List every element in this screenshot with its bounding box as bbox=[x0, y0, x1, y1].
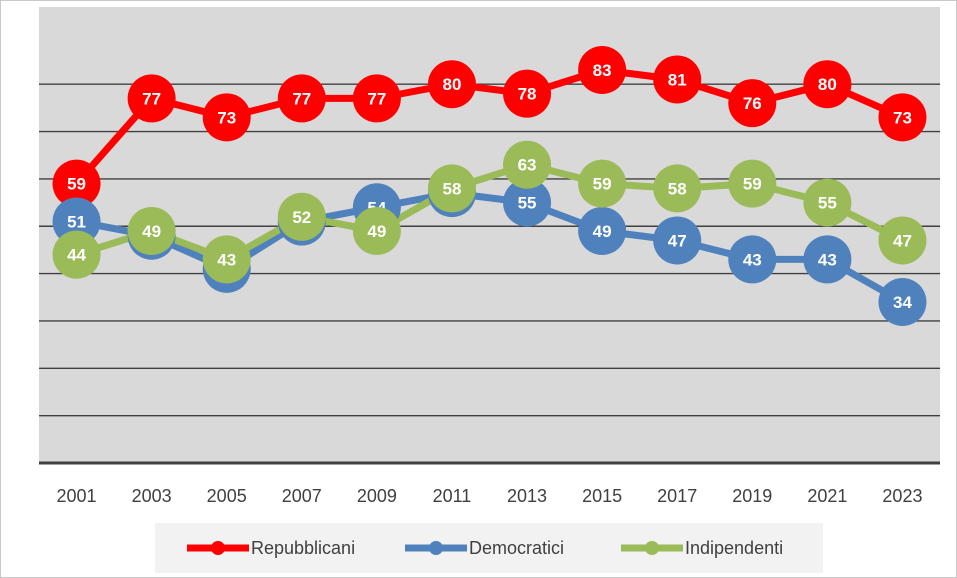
data-label: 59 bbox=[743, 175, 762, 194]
x-tick-label: 2023 bbox=[882, 486, 922, 506]
x-tick-label: 2015 bbox=[582, 486, 622, 506]
data-label: 43 bbox=[818, 250, 837, 269]
data-point bbox=[127, 206, 176, 255]
data-point bbox=[653, 55, 702, 104]
data-label: 55 bbox=[818, 194, 837, 213]
data-label: 47 bbox=[893, 231, 912, 250]
data-label: 80 bbox=[442, 75, 461, 94]
data-point bbox=[503, 178, 552, 227]
legend-label: Indipendenti bbox=[685, 538, 783, 558]
data-point bbox=[427, 164, 476, 213]
data-label: 77 bbox=[292, 89, 311, 108]
data-label: 51 bbox=[67, 213, 86, 232]
legend-marker bbox=[429, 541, 443, 555]
data-point bbox=[728, 159, 777, 208]
data-label: 58 bbox=[442, 179, 461, 198]
data-point bbox=[52, 230, 101, 279]
data-label: 78 bbox=[518, 85, 537, 104]
data-label: 49 bbox=[593, 222, 612, 241]
x-tick-label: 2019 bbox=[732, 486, 772, 506]
data-label: 58 bbox=[668, 179, 687, 198]
data-point bbox=[578, 206, 627, 255]
legend-marker bbox=[211, 541, 225, 555]
series-lines: 5977737777807883817680735148415154575549… bbox=[52, 45, 927, 327]
data-point bbox=[803, 60, 852, 109]
data-label: 77 bbox=[367, 89, 386, 108]
legend: Repubblicani Democratici Indipendenti bbox=[155, 523, 823, 573]
series-points-indipendenti: 44 49 43 52 49 58 63 59 58 59 55 47 bbox=[52, 140, 927, 284]
data-label: 73 bbox=[217, 108, 236, 127]
data-point bbox=[52, 197, 101, 246]
data-label: 80 bbox=[818, 75, 837, 94]
data-point bbox=[503, 140, 552, 189]
x-tick-label: 2007 bbox=[282, 486, 322, 506]
data-point bbox=[352, 74, 401, 123]
data-label: 44 bbox=[67, 246, 86, 265]
data-label: 59 bbox=[593, 175, 612, 194]
data-label: 52 bbox=[292, 208, 311, 227]
data-label: 77 bbox=[142, 89, 161, 108]
x-tick-label: 2003 bbox=[132, 486, 172, 506]
data-point bbox=[427, 60, 476, 109]
x-axis: 2001 2003 2005 2007 2009 2011 2013 2015 2017 2019… bbox=[57, 486, 923, 506]
legend-label: Repubblicani bbox=[251, 538, 355, 558]
data-label: 47 bbox=[668, 231, 687, 250]
x-tick-label: 2011 bbox=[433, 486, 472, 506]
data-label: 55 bbox=[518, 194, 537, 213]
data-point bbox=[653, 216, 702, 265]
x-tick-label: 2009 bbox=[357, 486, 397, 506]
data-label: 43 bbox=[217, 250, 236, 269]
data-label: 59 bbox=[67, 175, 86, 194]
x-tick-label: 2021 bbox=[807, 486, 847, 506]
plot-area-background bbox=[39, 7, 940, 463]
x-tick-label: 2001 bbox=[57, 486, 97, 506]
data-point bbox=[728, 235, 777, 284]
data-point bbox=[127, 74, 176, 123]
data-label: 73 bbox=[893, 108, 912, 127]
data-point bbox=[803, 235, 852, 284]
data-point bbox=[202, 93, 251, 142]
x-tick-label: 2013 bbox=[507, 486, 547, 506]
data-point bbox=[52, 159, 101, 208]
legend-marker bbox=[645, 541, 659, 555]
data-point bbox=[503, 69, 552, 118]
data-point bbox=[878, 216, 927, 265]
legend-box bbox=[155, 523, 823, 573]
data-label: 43 bbox=[743, 250, 762, 269]
data-label: 49 bbox=[142, 222, 161, 241]
data-label: 83 bbox=[593, 61, 612, 80]
series-points-repubblicani: 59 77 73 77 77 80 78 83 81 76 80 73 bbox=[52, 45, 927, 208]
data-point bbox=[277, 192, 326, 241]
data-label: 49 bbox=[367, 222, 386, 241]
data-point bbox=[803, 178, 852, 227]
data-point bbox=[352, 206, 401, 255]
data-point bbox=[878, 93, 927, 142]
data-point bbox=[578, 45, 627, 94]
data-label: 63 bbox=[518, 156, 537, 175]
legend-label: Democratici bbox=[469, 538, 564, 558]
x-tick-label: 2005 bbox=[207, 486, 247, 506]
data-point bbox=[878, 278, 927, 327]
x-tick-label: 2017 bbox=[657, 486, 697, 506]
data-point bbox=[202, 235, 251, 284]
data-point bbox=[277, 74, 326, 123]
data-label: 34 bbox=[893, 293, 912, 312]
data-point bbox=[578, 159, 627, 208]
data-point bbox=[728, 79, 777, 128]
data-label: 81 bbox=[668, 70, 687, 89]
data-point bbox=[653, 164, 702, 213]
data-label: 76 bbox=[743, 94, 762, 113]
